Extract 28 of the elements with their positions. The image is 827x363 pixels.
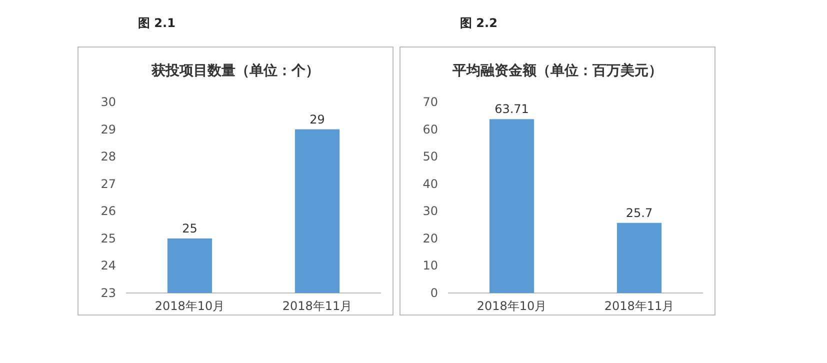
y-tick-label: 25: [100, 231, 116, 246]
y-tick-label: 27: [100, 176, 116, 191]
y-tick-label: 0: [430, 286, 438, 300]
caption: 图 2.1: [138, 16, 176, 30]
y-tick-label: 29: [100, 122, 116, 136]
y-tick-label: 30: [422, 204, 438, 218]
y-tick-label: 40: [422, 176, 438, 191]
data-label: 63.71: [494, 102, 529, 116]
y-tick-label: 28: [100, 150, 116, 164]
y-tick-label: 30: [100, 95, 116, 109]
chart-title: 平均融资金额（单位：百万美元）: [452, 62, 662, 79]
data-label: 25: [182, 221, 198, 236]
x-tick-label: 2018年10月: [476, 299, 547, 313]
chart-title: 获投项目数量（单位：个）: [150, 63, 320, 79]
data-label: 25.7: [626, 206, 653, 220]
y-tick-label: 10: [422, 258, 438, 273]
x-tick-label: 2018年10月: [154, 299, 225, 313]
y-tick-label: 20: [422, 231, 438, 246]
y-tick-label: 70: [422, 95, 438, 109]
y-tick-label: 26: [100, 204, 116, 218]
x-tick-label: 2018年11月: [282, 299, 352, 313]
data-label: 29: [310, 112, 325, 126]
caption: 图 2.2: [460, 16, 498, 30]
y-tick-label: 23: [100, 286, 116, 300]
y-tick-label: 60: [422, 122, 438, 136]
x-tick-label: 2018年11月: [604, 299, 674, 313]
y-tick-label: 50: [422, 150, 438, 164]
y-tick-label: 24: [100, 258, 116, 273]
